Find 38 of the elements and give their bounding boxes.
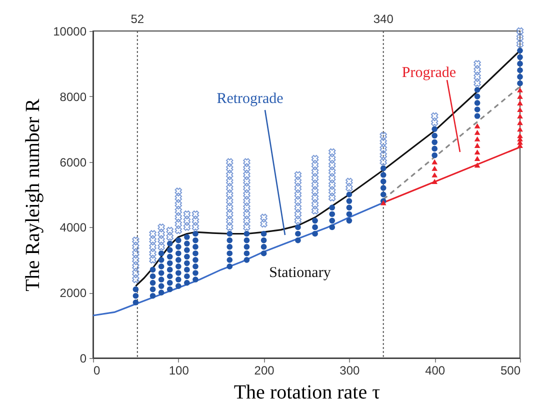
point <box>474 130 480 135</box>
point <box>432 159 438 164</box>
annotation: Stationary <box>269 265 332 281</box>
point <box>517 100 523 106</box>
point <box>432 166 438 171</box>
ref-line-label: 340 <box>373 12 394 26</box>
x-tick-label: 200 <box>254 364 275 378</box>
point <box>474 136 480 142</box>
ref-line-label: 52 <box>130 12 144 26</box>
y-tick-label: 0 <box>80 352 87 366</box>
y-axis-title: The Rayleigh number R <box>22 98 44 292</box>
x-tick-label: 0 <box>94 364 100 378</box>
x-axis-title: The rotation rate τ <box>234 382 380 404</box>
point <box>517 120 523 126</box>
point <box>474 142 480 148</box>
y-tick-label: 10000 <box>53 24 87 38</box>
point <box>432 178 438 184</box>
y-tick-label: 8000 <box>60 90 87 104</box>
y-tick-label: 2000 <box>60 286 87 300</box>
x-tick-label: 400 <box>425 364 446 378</box>
annotation: Prograde <box>402 65 456 81</box>
point <box>517 126 523 132</box>
point <box>474 156 480 162</box>
y-tick-label: 4000 <box>60 220 87 235</box>
point <box>474 123 480 128</box>
point <box>517 106 523 112</box>
point <box>517 87 523 92</box>
y-tick-label: 6000 <box>60 155 87 170</box>
point <box>517 94 523 99</box>
point <box>517 113 523 119</box>
x-tick-label: 500 <box>500 364 521 378</box>
point <box>474 162 480 168</box>
point <box>517 133 523 138</box>
annotation: Retrograde <box>216 91 284 107</box>
x-tick-label: 100 <box>168 364 190 378</box>
point <box>432 172 438 178</box>
point <box>474 149 480 155</box>
x-tick-label: 300 <box>340 364 360 378</box>
